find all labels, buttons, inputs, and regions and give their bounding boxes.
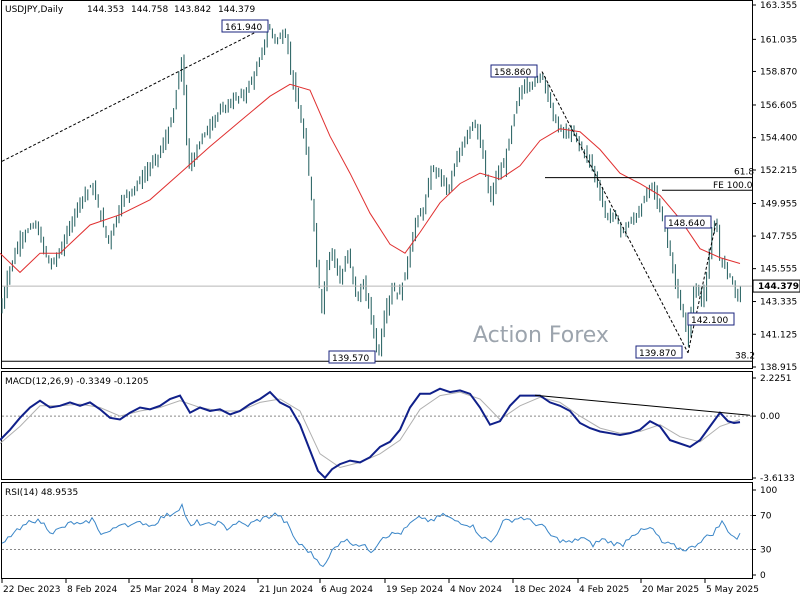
macd-tick-label: -3.6133 — [760, 474, 795, 484]
x-tick-label: 19 Sep 2024 — [386, 585, 443, 595]
x-tick-label: 25 Mar 2024 — [130, 585, 187, 595]
x-tick-label: 4 Nov 2024 — [450, 585, 502, 595]
annotation-label: 148.640 — [668, 219, 705, 229]
annotation-box — [635, 345, 683, 359]
price-tick-label: 152.215 — [760, 166, 797, 176]
price-tick-label: 143.335 — [760, 298, 797, 308]
macd-line — [0, 387, 741, 480]
ohlc-close: 144.379 — [218, 5, 255, 15]
price-tick-label: 145.555 — [760, 265, 797, 275]
last-price-label: 144.379 — [758, 282, 799, 292]
price-tick-label: 158.870 — [760, 67, 797, 77]
rsi-tick-label: 100 — [760, 486, 777, 496]
rsi-tick-label: 70 — [760, 512, 772, 522]
annotation-box — [221, 19, 269, 33]
annotation-box — [664, 215, 712, 229]
trendline-dashed-2025 — [541, 71, 689, 354]
macd-panel-frame — [1, 371, 753, 480]
watermark: Action Forex — [473, 323, 609, 348]
x-tick-label: 5 May 2025 — [706, 585, 759, 595]
price-tick-label: 138.915 — [760, 363, 797, 373]
price-tick-label: 161.035 — [760, 35, 797, 45]
trendline-dashed-rebound — [687, 222, 717, 353]
price-panel-frame — [1, 0, 753, 369]
price-tick-label: 147.755 — [760, 232, 797, 242]
x-tick-label: 6 Aug 2024 — [321, 585, 373, 595]
rsi-title: RSI(14) 48.9535 — [5, 488, 78, 498]
trendline-dashed-2024 — [1, 25, 269, 162]
annotation-label: 158.860 — [494, 68, 531, 78]
x-tick-label: 8 Feb 2024 — [67, 585, 118, 595]
annotation-label: 139.870 — [639, 349, 676, 359]
fib-61-label: 61.8 — [734, 168, 754, 178]
annotation-box — [490, 64, 538, 78]
rsi-panel-frame — [1, 482, 753, 579]
x-tick-label: 4 Feb 2025 — [579, 585, 629, 595]
chart-symbol: USDJPY,Daily — [5, 5, 64, 15]
macd-tick-label: 2.2251 — [760, 374, 792, 384]
annotation-box — [328, 350, 376, 364]
annotation-box — [687, 312, 735, 326]
rsi-tick-label: 30 — [760, 546, 772, 556]
x-tick-label: 18 Dec 2024 — [514, 585, 572, 595]
price-candles — [1, 21, 741, 357]
price-tick-label: 163.355 — [760, 1, 797, 11]
x-tick-label: 22 Dec 2023 — [3, 585, 61, 595]
annotation-label: 139.570 — [332, 354, 369, 364]
macd-title: MACD(12,26,9) -0.3349 -0.1205 — [5, 377, 149, 387]
macd-tick-label: 0.00 — [760, 412, 780, 422]
rsi-tick-label: 0 — [760, 571, 766, 581]
x-tick-label: 20 Mar 2025 — [642, 585, 699, 595]
x-tick-label: 8 May 2024 — [193, 585, 246, 595]
annotation-label: 142.100 — [691, 316, 728, 326]
price-tick-label: 141.125 — [760, 330, 797, 340]
fe-100-label: FE 100.0 — [713, 181, 753, 191]
price-tick-label: 156.605 — [760, 101, 797, 111]
last-price-box — [752, 279, 800, 293]
annotation-label: 161.940 — [225, 23, 262, 33]
moving-average-line — [0, 83, 741, 274]
rsi-line — [1, 503, 741, 568]
ohlc-high: 144.758 — [131, 5, 168, 15]
x-tick-label: 21 Jun 2024 — [259, 585, 313, 595]
ohlc-low: 143.842 — [174, 5, 211, 15]
macd-trendline — [534, 394, 751, 416]
ohlc-open: 144.353 — [87, 5, 124, 15]
price-tick-label: 149.955 — [760, 199, 797, 209]
price-tick-label: 154.400 — [760, 134, 797, 144]
fib-38-label: 38.2 — [735, 351, 755, 361]
